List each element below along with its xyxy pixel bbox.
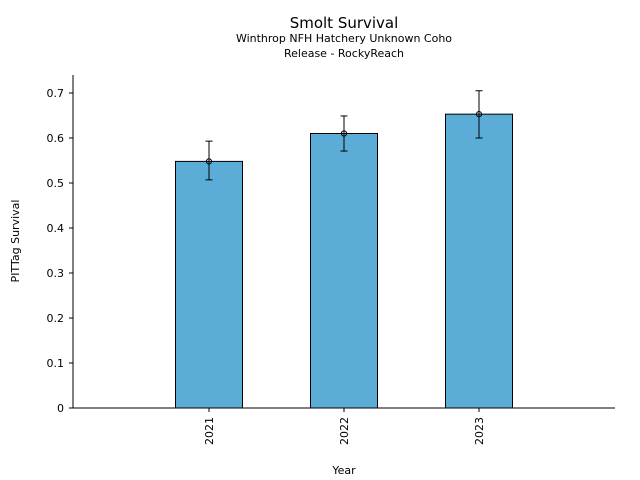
x-ticks: 2021 2022 2023 [203, 408, 486, 445]
y-tick-label: 0.6 [47, 132, 65, 145]
bar-2021 [175, 160, 243, 409]
y-tick-label: 0.5 [47, 177, 65, 190]
y-axis-label: PITTag Survival [9, 200, 22, 283]
chart-subtitle-line-2: Release - RockyReach [284, 47, 404, 60]
y-tick-label: 0.3 [47, 267, 65, 280]
bar-2023 [445, 113, 513, 409]
chart-subtitle-line-1: Winthrop NFH Hatchery Unknown Coho [236, 32, 452, 45]
y-tick-label: 0.7 [47, 87, 65, 100]
errorbars-layer [205, 90, 483, 181]
y-tick-label: 0.2 [47, 312, 65, 325]
point-marker-2023 [475, 111, 483, 118]
chart-title: Smolt Survival [290, 14, 399, 32]
point-marker-2021 [205, 158, 213, 165]
y-ticks: 0 0.1 0.2 0.3 0.4 0.5 0.6 0.7 [47, 87, 73, 415]
y-tick-label: 0 [57, 402, 64, 415]
x-tick-label: 2023 [473, 417, 486, 445]
point-marker-2022 [340, 130, 348, 137]
bar-2022 [310, 133, 378, 409]
x-axis-label: Year [331, 464, 356, 477]
y-tick-label: 0.1 [47, 357, 65, 370]
x-tick-label: 2021 [203, 417, 216, 445]
y-tick-label: 0.4 [47, 222, 65, 235]
x-tick-label: 2022 [338, 417, 351, 445]
bars-layer [175, 113, 513, 409]
